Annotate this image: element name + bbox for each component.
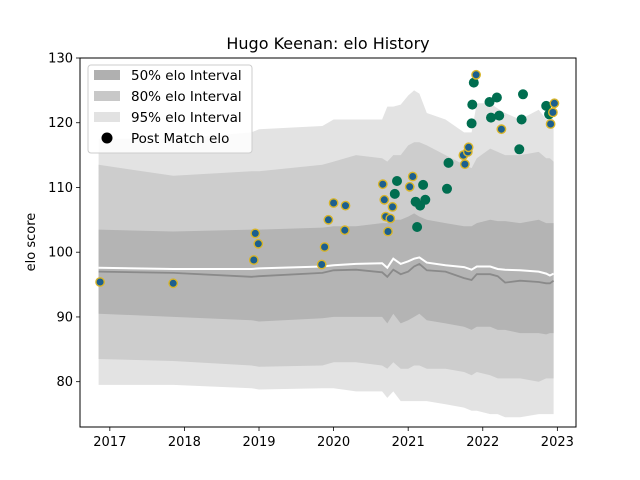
data-point-8 (328, 198, 339, 208)
x-tick-label-2022: 2022 (466, 435, 499, 450)
data-point-10 (340, 200, 351, 211)
data-point-47 (548, 107, 558, 118)
legend-swatch-95 (94, 112, 120, 122)
median-line (98, 262, 555, 285)
x-tick-label-2017: 2017 (93, 435, 126, 450)
legend-marker-post-match (101, 132, 113, 144)
data-point-35 (471, 69, 481, 80)
y-tick-label-80: 80 (56, 375, 73, 390)
x-tick-label-2019: 2019 (242, 435, 275, 450)
x-tick-label-2023: 2023 (541, 435, 574, 450)
data-point-36 (484, 97, 495, 108)
x-tick-label-2018: 2018 (168, 435, 201, 450)
data-point-27 (443, 157, 454, 168)
data-point-38 (491, 92, 502, 103)
y-tick-label-90: 90 (56, 310, 73, 325)
data-point-32 (466, 118, 477, 129)
legend-label-95: 95% elo Interval (131, 110, 242, 126)
data-point-7 (323, 214, 334, 225)
data-point-0 (95, 277, 106, 287)
y-tick-label-120: 120 (48, 116, 73, 131)
data-point-16 (387, 201, 398, 212)
data-point-25 (420, 194, 431, 205)
data-point-1 (168, 278, 179, 289)
legend-swatch-80 (94, 91, 120, 101)
data-point-9 (339, 225, 350, 236)
data-point-18 (391, 175, 402, 186)
legend-label-post-match: Post Match elo (131, 131, 229, 147)
data-point-40 (496, 124, 507, 135)
data-point-15 (385, 213, 396, 224)
data-point-2 (248, 255, 259, 265)
legend-box (87, 64, 253, 154)
data-point-11 (377, 179, 388, 190)
plot-frame (79, 57, 577, 428)
data-point-3 (250, 228, 261, 239)
data-point-29 (459, 159, 470, 170)
x-tick-label-2021: 2021 (392, 435, 425, 450)
y-axis-label: elo score (24, 213, 39, 272)
data-point-5 (316, 259, 327, 270)
legend: 50% elo Interval 80% elo Interval 95% el… (87, 64, 253, 154)
data-point-37 (485, 112, 496, 123)
axes: 2017 2018 2019 2020 2021 2022 2023 80 90 100 110 12… (48, 52, 577, 450)
data-point-19 (404, 181, 415, 192)
data-point-41 (514, 144, 525, 155)
data-point-22 (412, 221, 423, 232)
data-point-20 (407, 171, 418, 182)
data-point-24 (418, 179, 429, 190)
data-point-33 (467, 99, 478, 110)
data-point-31 (463, 142, 474, 153)
y-tick-label-130: 130 (48, 52, 73, 67)
data-point-43 (518, 89, 529, 100)
band-50 (98, 213, 554, 335)
data-point-42 (516, 114, 527, 125)
y-tick-label-110: 110 (48, 181, 73, 196)
data-point-17 (389, 188, 400, 199)
data-point-14 (383, 226, 393, 237)
data-point-12 (379, 194, 390, 205)
x-tick-label-2020: 2020 (317, 435, 350, 450)
legend-label-50: 50% elo Interval (131, 68, 242, 84)
legend-label-80: 80% elo Interval (131, 89, 242, 105)
data-point-46 (545, 119, 556, 129)
legend-swatch-50 (94, 70, 120, 80)
data-point-26 (441, 183, 452, 194)
post-match-points (95, 69, 560, 289)
data-point-4 (253, 238, 264, 249)
data-point-39 (494, 110, 505, 121)
data-point-48 (549, 98, 560, 109)
interval-bands (98, 90, 554, 418)
chart-title: Hugo Keenan: elo History (226, 34, 429, 53)
y-tick-label-100: 100 (48, 246, 73, 261)
data-point-6 (319, 242, 330, 252)
